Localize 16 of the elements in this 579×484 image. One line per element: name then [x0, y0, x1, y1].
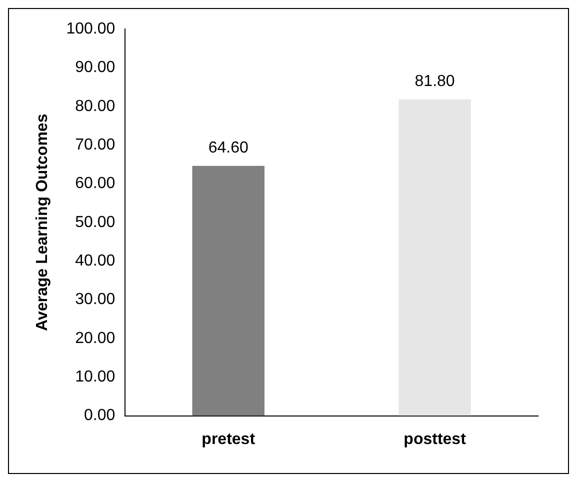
y-tick-label: 40.00 — [75, 252, 116, 270]
data-label: 81.80 — [414, 72, 455, 90]
y-axis-title: Average Learning Outcomes — [34, 114, 52, 332]
y-tick-label: 30.00 — [75, 291, 116, 308]
y-tick-label: 80.00 — [75, 98, 116, 115]
y-tick-label: 100.00 — [66, 20, 116, 38]
y-tick-label: 70.00 — [75, 136, 116, 154]
y-tick-label: 90.00 — [75, 59, 116, 76]
data-label: 64.60 — [208, 139, 248, 156]
x-tick-label: posttest — [404, 430, 467, 448]
y-tick-label: 60.00 — [75, 175, 116, 192]
y-tick-label: 50.00 — [75, 214, 116, 231]
y-tick-label: 0.00 — [84, 407, 116, 424]
x-tick-label: pretest — [202, 430, 256, 448]
y-tick-label: 10.00 — [75, 368, 116, 386]
y-tick-label: 20.00 — [75, 330, 116, 347]
